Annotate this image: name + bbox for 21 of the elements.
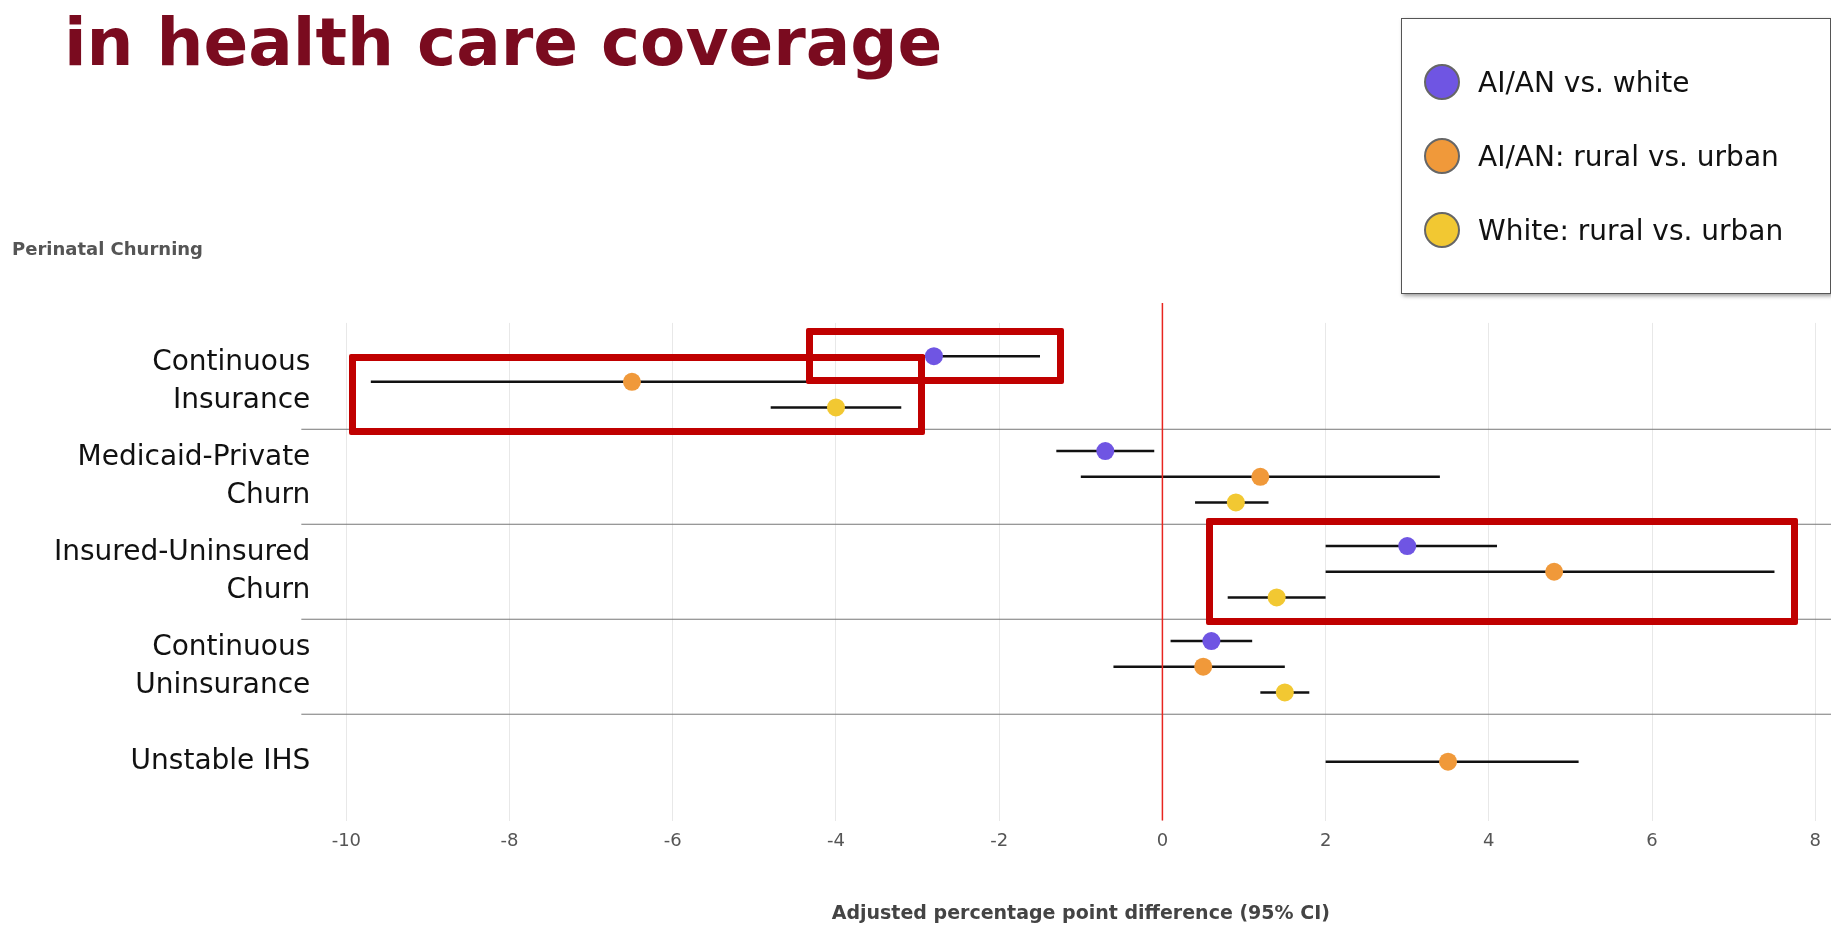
y-tick-label: Unstable IHS [130,742,311,776]
x-tick-label: -2 [990,829,1009,851]
x-tick-label: 6 [1646,829,1658,851]
y-tick-label: Continuous Insurance [152,344,311,415]
x-tick-label: -10 [331,829,362,851]
x-tick-label: 4 [1483,829,1495,851]
x-tick-label: 0 [1156,829,1169,851]
chart-title: in health care coverage [64,7,943,81]
x-tick-label: 2 [1319,829,1332,851]
text: Perinatal Churning [12,238,203,259]
x-tick-label: -8 [500,829,519,851]
legend-label: AI/AN: rural vs. urban [1478,139,1779,173]
y-tick-label: Continuous Uninsurance [135,629,311,700]
legend-label: White: rural vs. urban [1478,213,1784,247]
y-tick-label: Medicaid-Private Churn [77,439,311,510]
x-tick-label: -4 [827,829,845,851]
x-axis-title: Adjusted percentage point difference (95% CI) [831,900,1330,923]
x-tick-label: -6 [663,829,682,851]
legend-label: AI/AN vs. white [1478,65,1690,99]
x-tick-label: 8 [1809,829,1821,851]
y-tick-label: Insured-Uninsured Churn [53,534,311,605]
